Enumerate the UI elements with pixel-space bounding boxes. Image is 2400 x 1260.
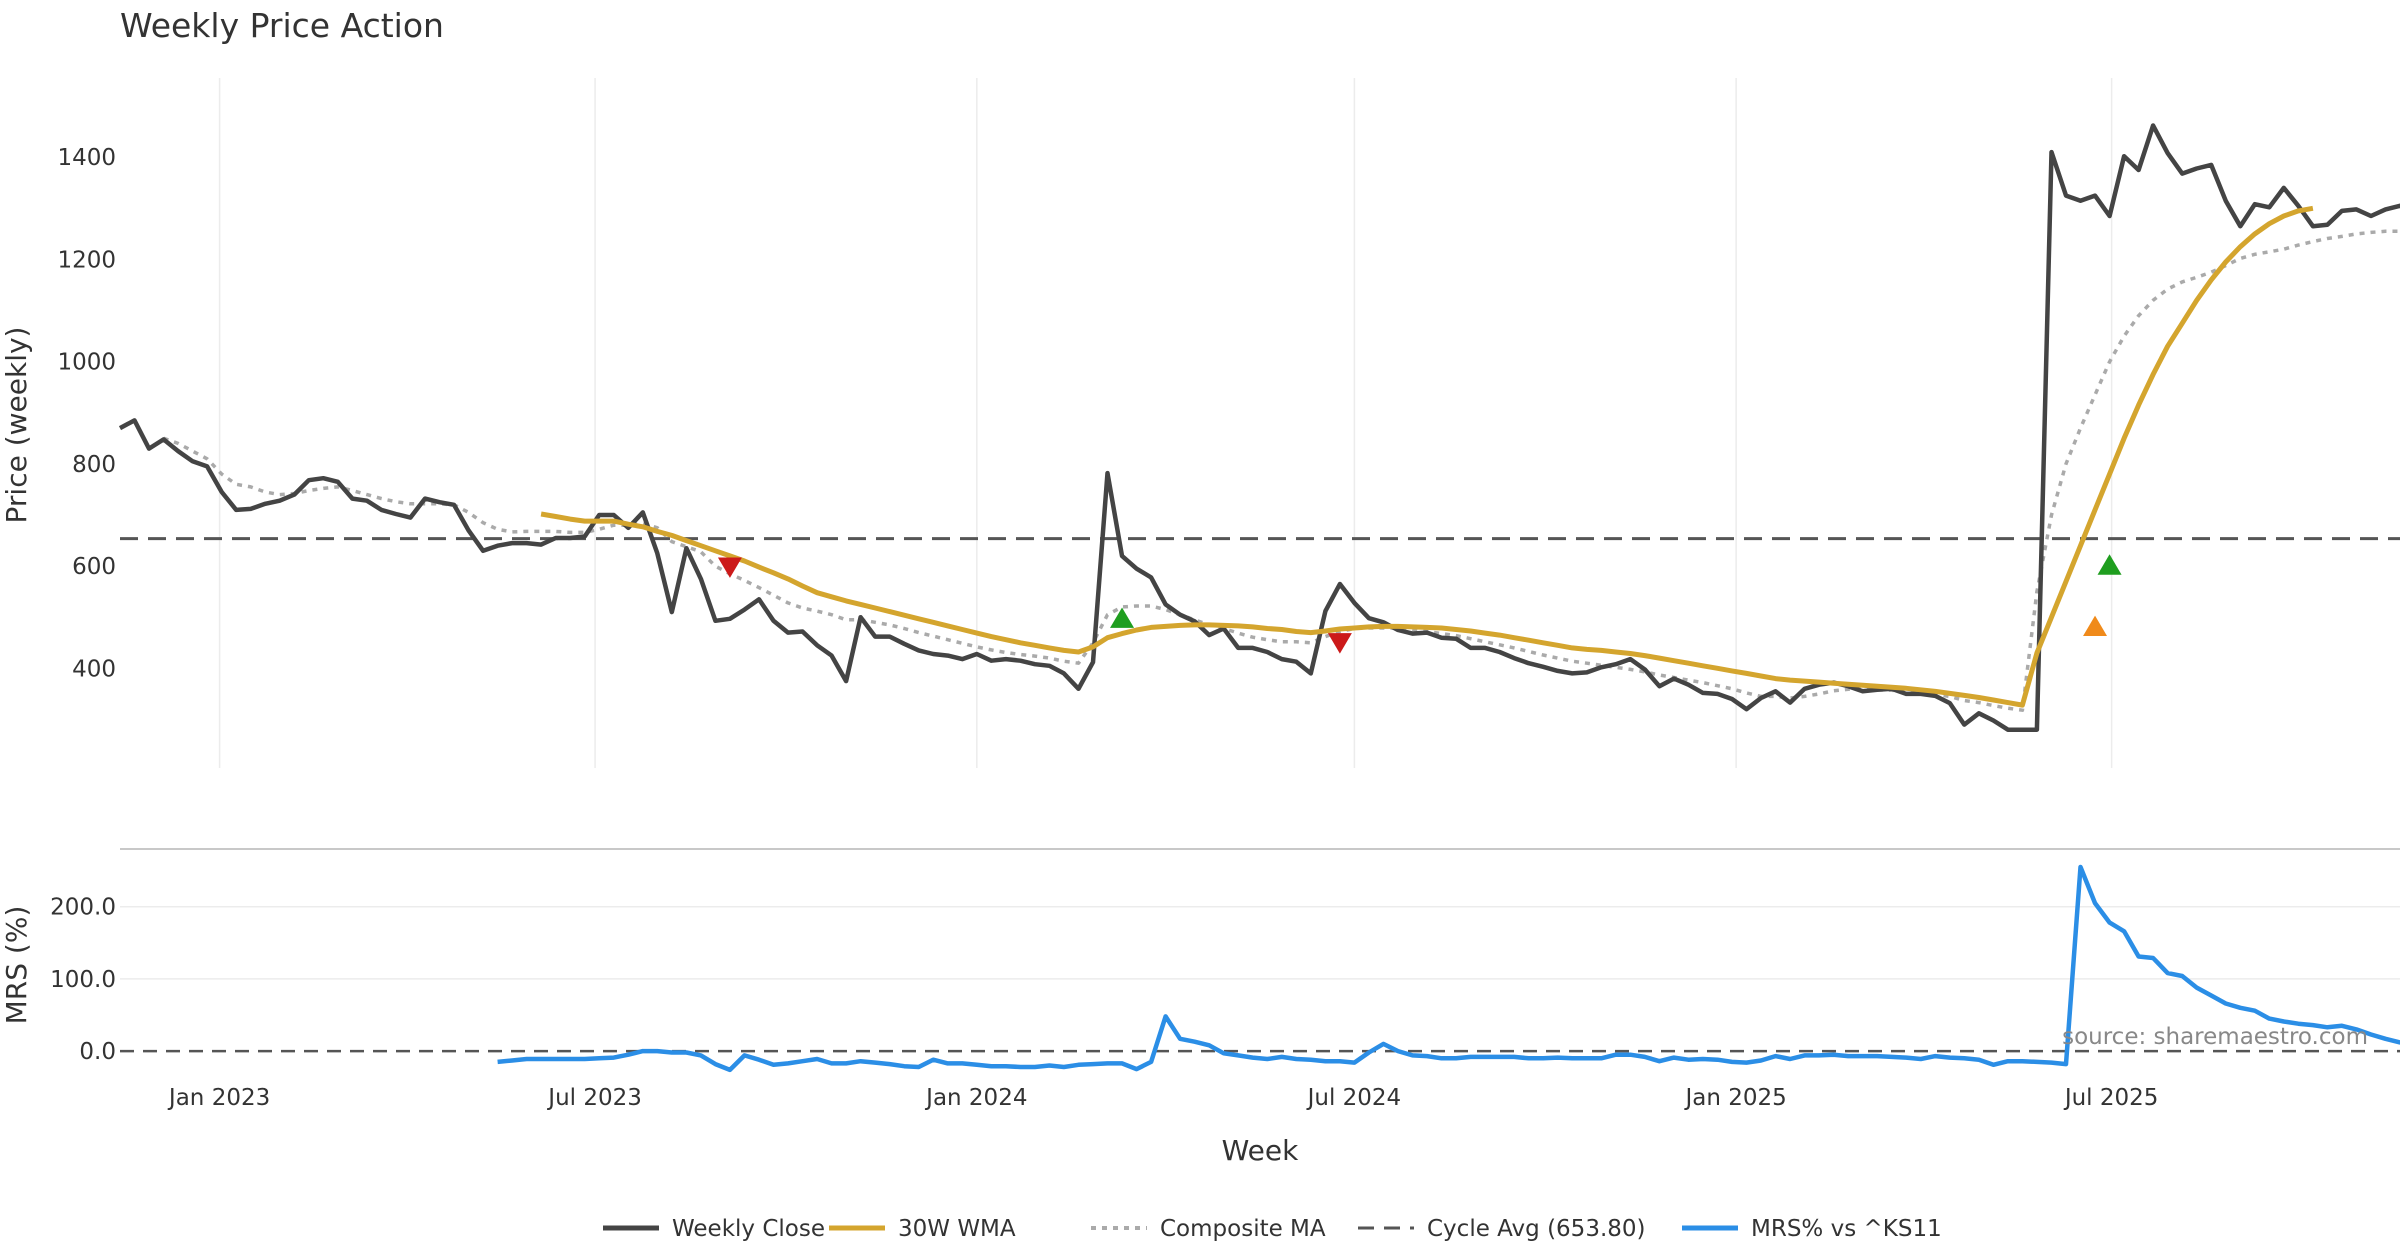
mrs-y-tick-label: 0.0 bbox=[79, 1039, 116, 1065]
mrs-series bbox=[120, 864, 2400, 1073]
x-tick-label: Jul 2023 bbox=[546, 1085, 642, 1111]
price-y-ticks: 400 600 800 1000 1200 1400 bbox=[57, 145, 116, 682]
price-y-tick-label: 1000 bbox=[57, 350, 116, 376]
chart-title: Weekly Price Action bbox=[120, 6, 444, 45]
wma-30w-line bbox=[540, 205, 2314, 708]
mrs-line bbox=[497, 864, 2400, 1073]
price-gridlines bbox=[218, 78, 2113, 768]
sell-signal-marker bbox=[1327, 633, 1352, 654]
mrs-y-ticks: 0.0 100.0 200.0 bbox=[50, 895, 116, 1065]
x-tick-label: Jan 2024 bbox=[924, 1085, 1027, 1111]
price-y-tick-label: 1200 bbox=[57, 247, 116, 273]
price-y-axis-label: Price (weekly) bbox=[0, 327, 33, 524]
x-tick-label: Jan 2023 bbox=[167, 1085, 270, 1111]
sell-signal-marker bbox=[717, 557, 742, 578]
x-tick-label: Jul 2025 bbox=[2063, 1085, 2159, 1111]
x-tick-label: Jul 2024 bbox=[1306, 1085, 1402, 1111]
legend-label: MRS% vs ^KS11 bbox=[1751, 1216, 1942, 1242]
legend-label: Cycle Avg (653.80) bbox=[1427, 1216, 1646, 1242]
price-y-tick-label: 600 bbox=[72, 554, 116, 580]
composite-ma-line bbox=[163, 229, 2400, 712]
price-y-tick-label: 400 bbox=[72, 656, 116, 682]
legend: Weekly Close 30W WMA Composite MA Cycle Avg… bbox=[603, 1216, 1942, 1242]
signal-markers bbox=[717, 554, 2122, 654]
x-axis-label: Week bbox=[1222, 1134, 1299, 1167]
alert-signal-marker bbox=[2083, 615, 2108, 637]
legend-label: 30W WMA bbox=[898, 1216, 1016, 1242]
x-tick-label: Jan 2025 bbox=[1683, 1085, 1786, 1111]
legend-label: Weekly Close bbox=[672, 1216, 825, 1242]
mrs-y-axis-label: MRS (%) bbox=[0, 906, 33, 1025]
mrs-y-tick-label: 100.0 bbox=[50, 967, 116, 993]
mrs-y-tick-label: 200.0 bbox=[50, 895, 116, 921]
x-ticks: Jan 2023 Jul 2023 Jan 2024 Jul 2024 Jan 2025… bbox=[167, 1085, 2159, 1111]
price-y-tick-label: 800 bbox=[72, 452, 116, 478]
source-watermark: source: sharemaestro.com bbox=[2062, 1024, 2368, 1050]
weekly-close-line bbox=[118, 123, 2400, 732]
buy-signal-marker bbox=[1110, 607, 1135, 628]
buy-signal-marker bbox=[2097, 554, 2122, 575]
mrs-gridlines bbox=[120, 905, 2400, 980]
price-series bbox=[118, 123, 2400, 732]
legend-label: Composite MA bbox=[1160, 1216, 1326, 1242]
price-y-tick-label: 1400 bbox=[57, 145, 116, 171]
